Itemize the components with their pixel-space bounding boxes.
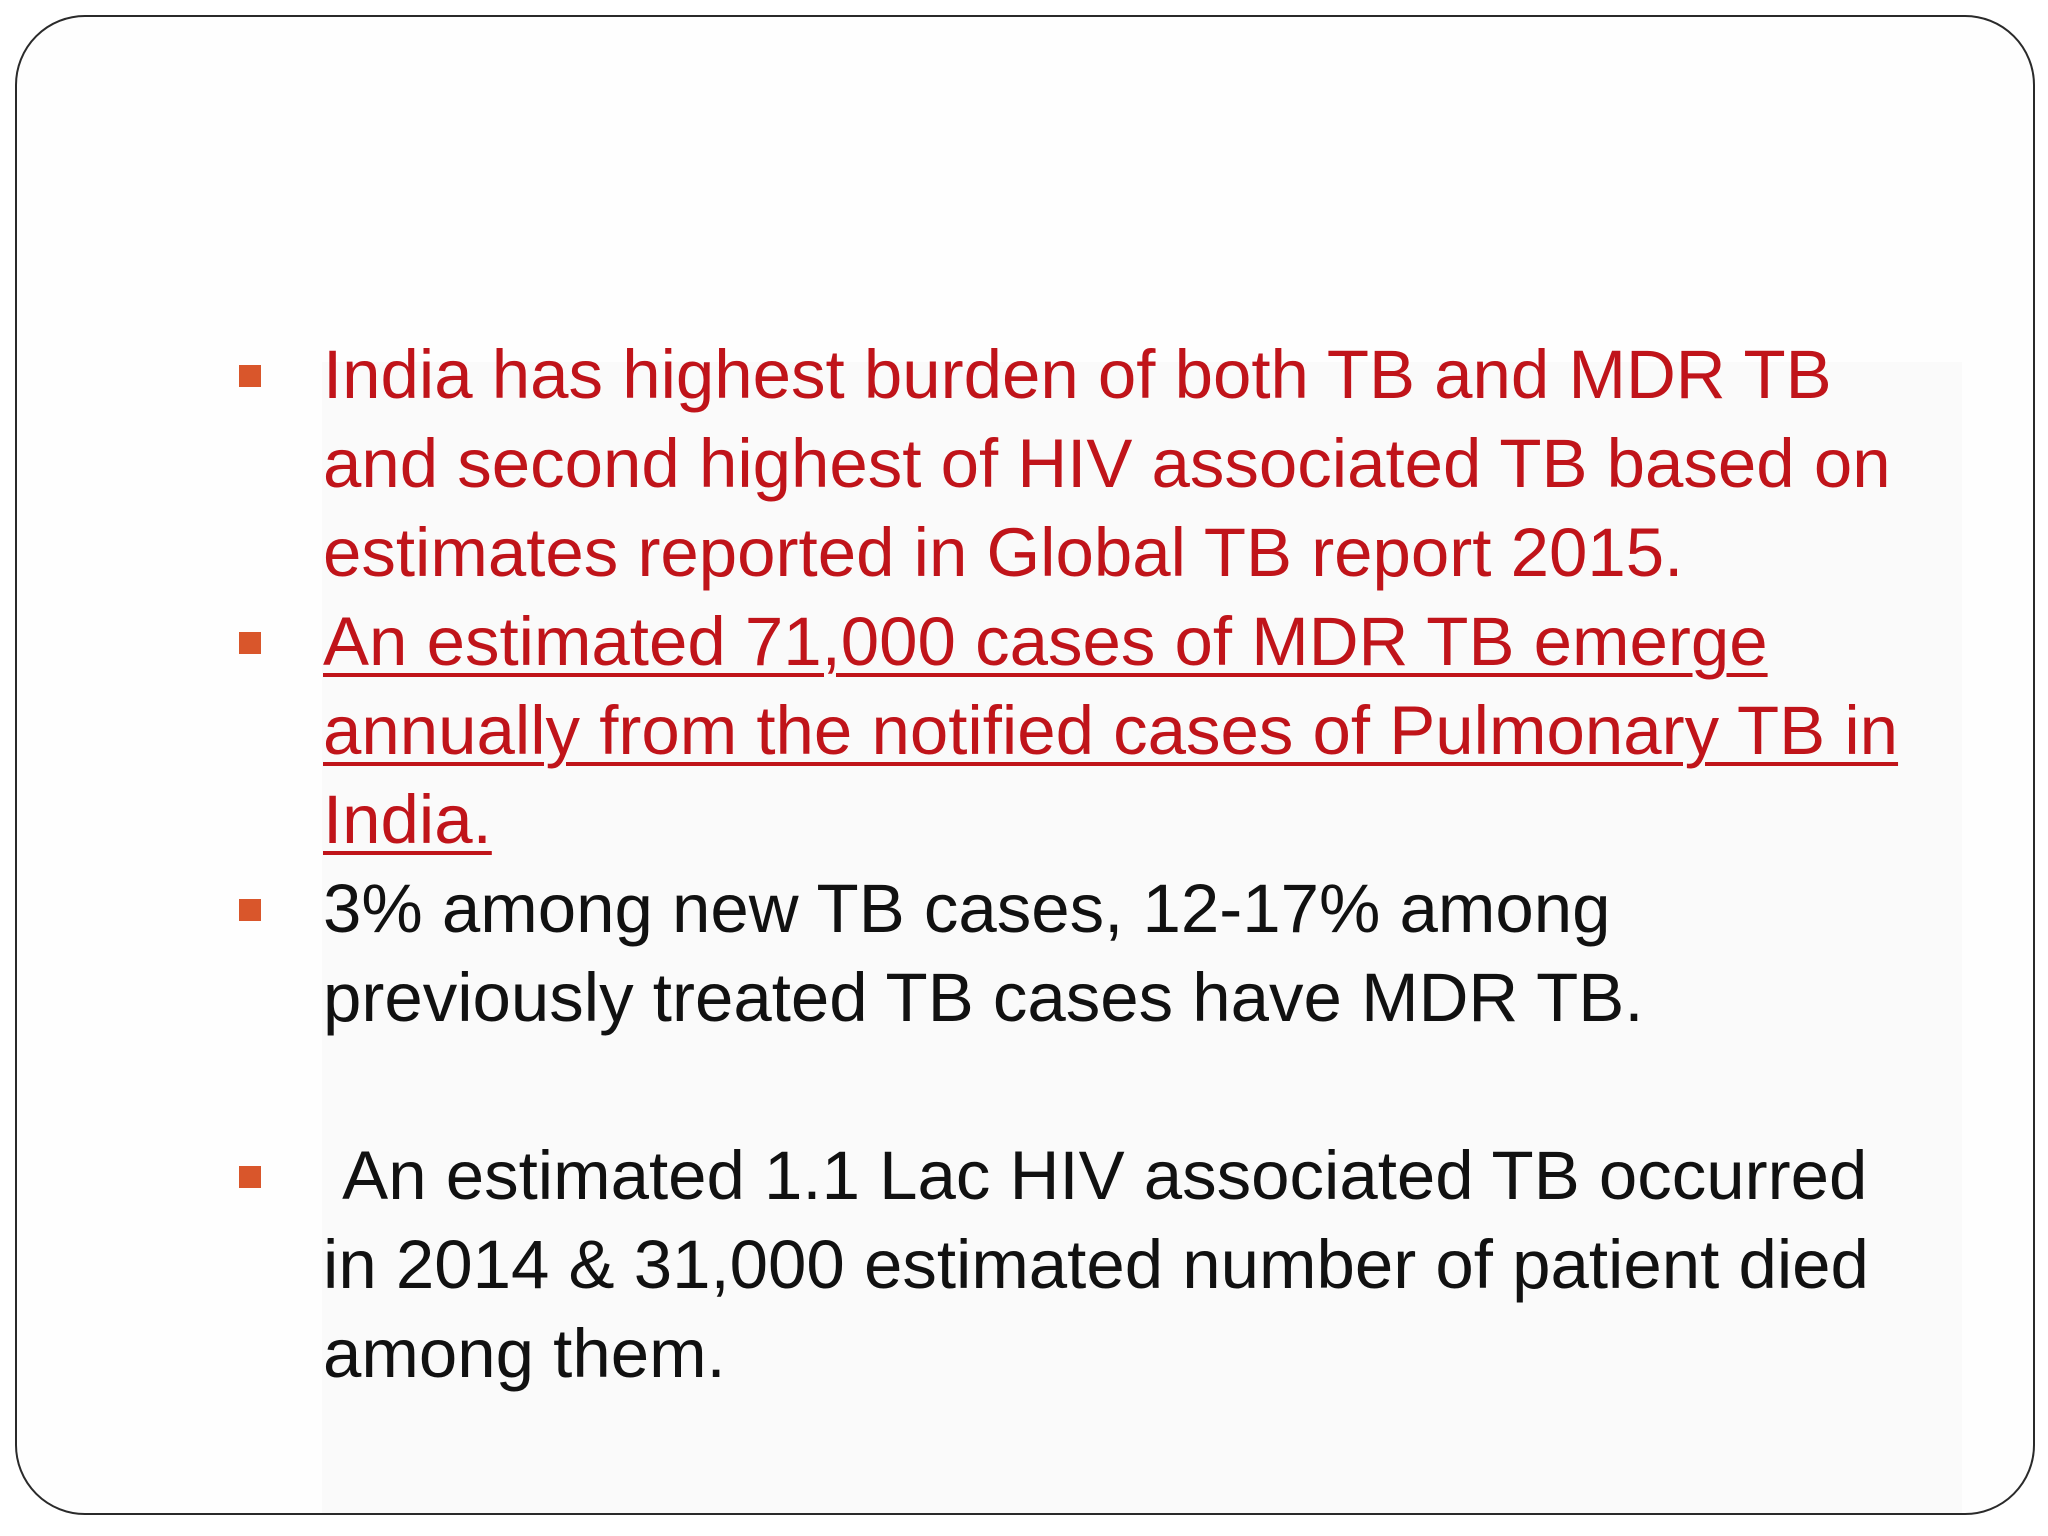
bullet-list: India has highest burden of both TB and … — [235, 330, 1935, 1398]
square-bullet-icon — [239, 899, 261, 921]
content-area — [322, 362, 1962, 1513]
bullet-item-hiv-tb: An estimated 1.1 Lac HIV associated TB o… — [235, 1131, 1935, 1398]
bullet-text: 3% among new TB cases, 12-17% among prev… — [323, 870, 1644, 1036]
slide-frame — [15, 15, 2035, 1515]
bullet-item-mdr-estimate: An estimated 71,000 cases of MDR TB emer… — [235, 597, 1935, 864]
bullet-text: An estimated 1.1 Lac HIV associated TB o… — [323, 1137, 1889, 1392]
bullet-item-tb-burden: India has highest burden of both TB and … — [235, 330, 1935, 597]
bullet-item-mdr-percentages: 3% among new TB cases, 12-17% among prev… — [235, 864, 1935, 1042]
square-bullet-icon — [239, 632, 261, 654]
bullet-text: An estimated 71,000 cases of MDR TB emer… — [323, 603, 1899, 858]
bullet-text: India has highest burden of both TB and … — [323, 336, 1891, 591]
square-bullet-icon — [239, 1166, 261, 1188]
square-bullet-icon — [239, 365, 261, 387]
